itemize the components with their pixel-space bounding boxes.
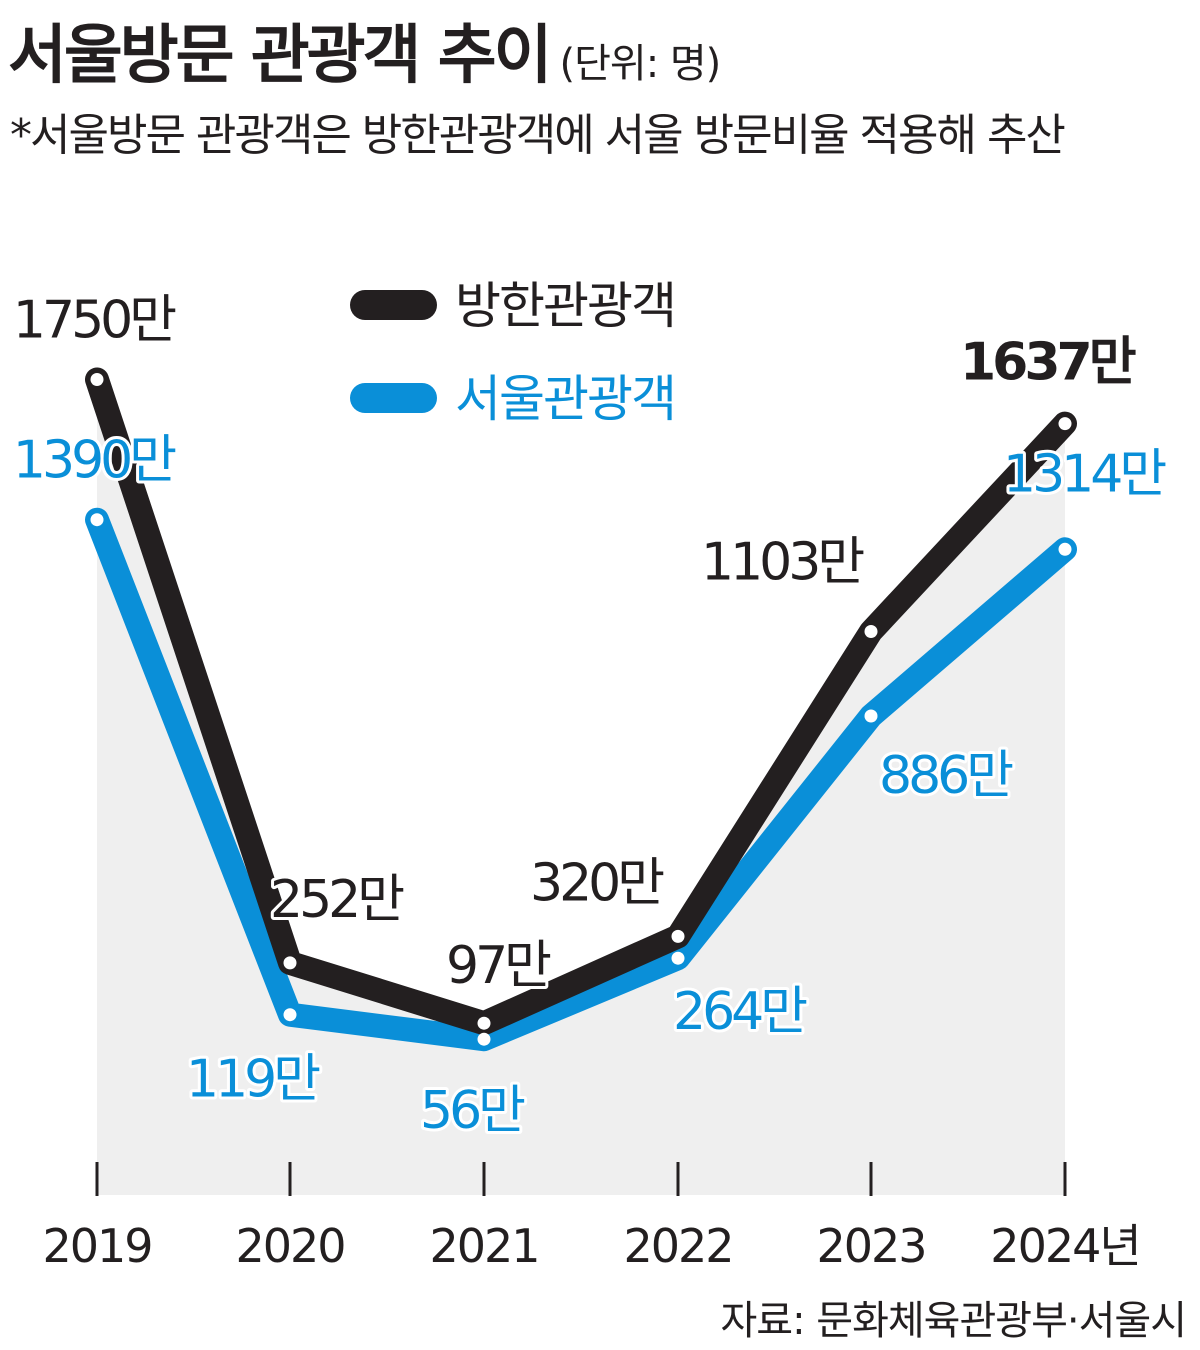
data-points — [90, 373, 1072, 1046]
data-label-seoul-2020: 119만 — [186, 1050, 320, 1110]
data-label-seoul-2019: 1390만 — [13, 431, 176, 491]
data-label-seoul-2021: 56만 — [420, 1081, 525, 1141]
series-line-seoul — [85, 507, 1077, 1052]
x-tick-label-2020: 2020 — [235, 1219, 344, 1273]
x-tick-label-2019: 2019 — [42, 1219, 151, 1273]
x-tick-label-2022: 2022 — [623, 1219, 732, 1273]
unit-label: (단위: 명) — [559, 41, 721, 87]
data-label-korea-2024: 1637만 — [960, 333, 1136, 393]
data-label-korea-2019: 1750만 — [13, 291, 176, 351]
data-point-seoul-2024 — [1058, 542, 1072, 556]
data-point-korea-2023 — [864, 625, 878, 638]
data-point-seoul-2019 — [90, 513, 104, 527]
data-point-korea-2021 — [477, 1016, 491, 1030]
data-point-seoul-2023 — [864, 709, 878, 723]
data-label-seoul-2022: 264만 — [673, 982, 807, 1042]
data-label-seoul-2024: 1314만 — [1003, 444, 1166, 504]
footnote: *서울방문 관광객은 방한관광객에 서울 방문비율 적용해 추산 — [10, 110, 1066, 161]
x-axis: 2019 2020 2021 2022 2023 2024년 — [42, 1162, 1142, 1273]
x-tick-label-2023: 2023 — [816, 1219, 925, 1273]
legend-label-seoul: 서울관광객 — [455, 370, 675, 428]
plot-area-layer — [97, 379, 1065, 1195]
series-lines — [85, 367, 1077, 1052]
data-point-korea-2019 — [90, 373, 104, 386]
data-label-korea-2022: 320만 — [530, 853, 664, 913]
title-row: 서울방문 관광객 추이 (단위: 명) — [8, 4, 721, 96]
data-point-seoul-2022 — [671, 951, 685, 965]
data-point-seoul-2020 — [283, 1008, 297, 1022]
data-label-korea-2023: 1103만 — [701, 532, 864, 592]
data-label-korea-2020: 252만 — [270, 870, 404, 930]
data-point-korea-2022 — [671, 929, 685, 943]
chart-title: 서울방문 관광객 추이 — [8, 19, 552, 93]
series-line-korea — [85, 367, 1077, 1036]
data-point-korea-2020 — [283, 956, 297, 970]
data-labels: 1750만 252만 97만 320만 1103만 1637만 1390만 119만 56만 26… — [10, 288, 1173, 1145]
data-point-korea-2024 — [1058, 417, 1072, 431]
data-label-seoul-2023: 886만 — [879, 746, 1013, 806]
shaded-area — [97, 379, 1065, 1195]
x-tick-label-2021: 2021 — [429, 1219, 538, 1273]
data-point-seoul-2021 — [477, 1032, 491, 1046]
x-tick-label-2024: 2024년 — [990, 1219, 1139, 1273]
data-label-korea-2021: 97만 — [446, 936, 551, 996]
source-note: 자료: 문화체육관광부·서울시 — [720, 1298, 1187, 1344]
legend-label-korea: 방한관광객 — [455, 277, 675, 335]
